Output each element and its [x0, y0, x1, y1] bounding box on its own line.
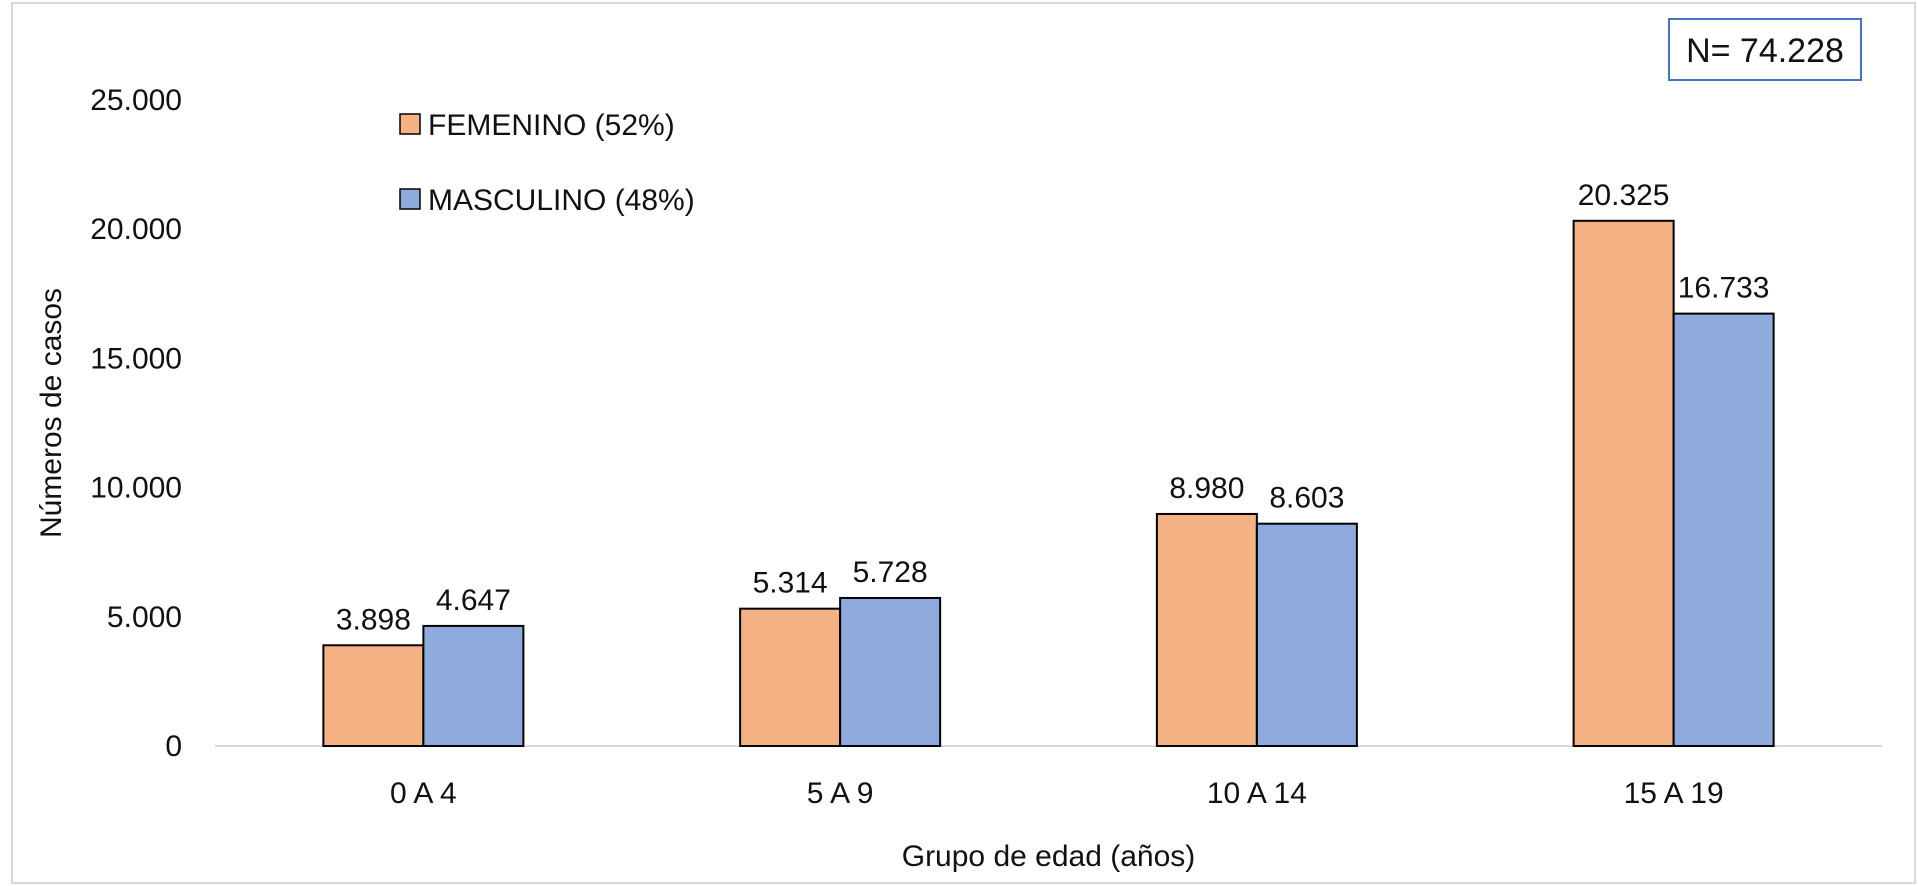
y-tick-label: 15.000 [90, 342, 182, 375]
bar-data-label: 3.898 [336, 603, 411, 636]
bar [739, 607, 842, 747]
legend-label: FEMENINO (52%) [428, 109, 675, 142]
x-axis-title: Grupo de edad (años) [902, 840, 1196, 873]
y-tick-label: 10.000 [90, 472, 182, 505]
bar-data-label: 5.314 [753, 567, 828, 600]
bar [1672, 312, 1775, 747]
y-tick-label: 0 [165, 730, 182, 763]
bars: 3.898 4.647 5.314 5.728 8.980 8.603 20.325 16.7… [322, 179, 1775, 748]
bar-data-label: 16.733 [1678, 272, 1770, 305]
y-axis-title: Números de casos [35, 288, 68, 538]
y-tick-label: 20.000 [90, 213, 182, 246]
bar-data-label: 4.647 [436, 584, 511, 617]
bar-data-label: 20.325 [1578, 179, 1670, 212]
bar-data-label: 8.603 [1269, 482, 1344, 515]
n-annotation: N= 74.228 [1668, 18, 1862, 81]
y-tick-label: 5.000 [107, 601, 182, 634]
bar [1572, 219, 1675, 747]
x-axis-ticks: 0 A 4 5 A 9 10 A 14 15 A 19 [390, 777, 1724, 810]
n-annotation-box [1668, 18, 1862, 81]
x-tick-label: 5 A 9 [807, 777, 874, 810]
legend-swatch [399, 188, 421, 210]
y-tick-label: 25.000 [90, 84, 182, 117]
y-axis-ticks: 0 5.000 10.000 15.000 20.000 25.000 [90, 84, 182, 763]
bar [422, 624, 525, 747]
bar-data-label: 8.980 [1169, 472, 1244, 505]
x-tick-label: 10 A 14 [1207, 777, 1307, 810]
legend: FEMENINO (52%) MASCULINO (48%) [399, 109, 695, 217]
bar [322, 644, 425, 748]
bar [1155, 512, 1258, 747]
bar-data-label: 5.728 [853, 556, 928, 589]
legend-swatch [399, 113, 421, 135]
x-tick-label: 15 A 19 [1624, 777, 1724, 810]
legend-label: MASCULINO (48%) [428, 184, 695, 217]
bar [1255, 522, 1358, 747]
x-tick-label: 0 A 4 [390, 777, 457, 810]
n-annotation-text: N= 74.228 [1686, 32, 1844, 70]
bar [839, 596, 942, 747]
